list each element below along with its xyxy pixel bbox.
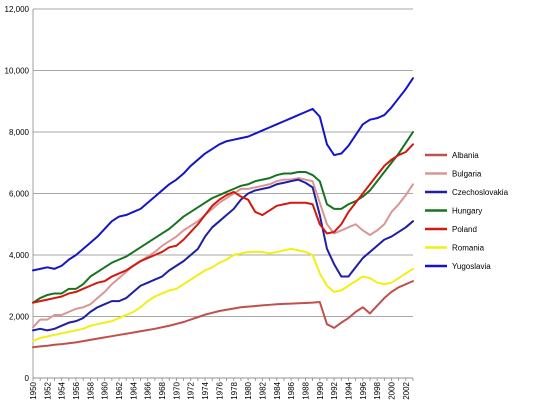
y-tick-label: 2,000	[9, 313, 30, 322]
x-tick-label: 1984	[273, 381, 282, 399]
legend-label-albania: Albania	[452, 151, 479, 160]
legend-label-hungary: Hungary	[452, 207, 482, 216]
series-line-albania	[32, 280, 414, 349]
x-tick-label: 1976	[215, 381, 224, 399]
series-line-bulgaria	[32, 177, 414, 329]
y-tick-label: 0	[25, 374, 30, 383]
series-lines	[32, 77, 414, 349]
x-tick-label: 1952	[43, 381, 52, 399]
x-tick-label: 1960	[101, 381, 110, 399]
x-tick-label: 1964	[129, 381, 138, 399]
x-tick-label: 1970	[172, 381, 181, 399]
legend: Albania Bulgaria Czechoslovakia Hungary Pola…	[425, 151, 509, 271]
legend-label-poland: Poland	[452, 225, 477, 234]
legend-label-yugoslavia: Yugoslavia	[452, 262, 491, 271]
series-line-czechoslovakia	[32, 178, 414, 332]
x-tick-label: 1950	[29, 381, 38, 399]
x-tick-label: 2000	[387, 381, 396, 399]
x-tick-label: 1982	[258, 381, 267, 399]
x-tick-label: 1966	[144, 381, 153, 399]
axes: 0 2,000 4,000 6,000 8,000 10,000 12,000 1950 195…	[5, 5, 414, 400]
x-tick-label: 2002	[402, 381, 411, 399]
legend-label-bulgaria: Bulgaria	[452, 170, 482, 179]
x-tick-label: 1958	[86, 381, 95, 399]
x-tick-label: 1956	[72, 381, 81, 399]
y-tick-label: 12,000	[5, 5, 30, 14]
gridlines	[33, 8, 413, 379]
x-tick-label: 1994	[344, 381, 353, 399]
x-tick-label: 1980	[244, 381, 253, 399]
legend-label-czechoslovakia: Czechoslovakia	[452, 188, 509, 197]
x-tick-label: 1974	[201, 381, 210, 399]
x-tick-label: 1990	[316, 381, 325, 399]
x-tick-label: 1978	[230, 381, 239, 399]
y-tick-label: 8,000	[9, 128, 30, 137]
x-tick-label: 1968	[158, 381, 167, 399]
x-tick-label: 1996	[359, 381, 368, 399]
x-tick-label: 1972	[187, 381, 196, 399]
series-line-romania	[32, 247, 414, 343]
x-tick-label: 1998	[373, 381, 382, 399]
y-tick-label: 4,000	[9, 251, 30, 260]
y-tick-label: 10,000	[5, 67, 30, 76]
x-tick-label: 1988	[301, 381, 310, 399]
x-tick-label: 1954	[58, 381, 67, 399]
series-line-hungary	[32, 131, 414, 304]
x-tick-label: 1962	[115, 381, 124, 399]
y-tick-label: 6,000	[9, 190, 30, 199]
x-tick-label: 1986	[287, 381, 296, 399]
series-line-poland	[32, 143, 414, 304]
legend-label-romania: Romania	[452, 244, 485, 253]
series-line-yugoslavia	[32, 77, 414, 272]
x-tick-label: 1992	[330, 381, 339, 399]
